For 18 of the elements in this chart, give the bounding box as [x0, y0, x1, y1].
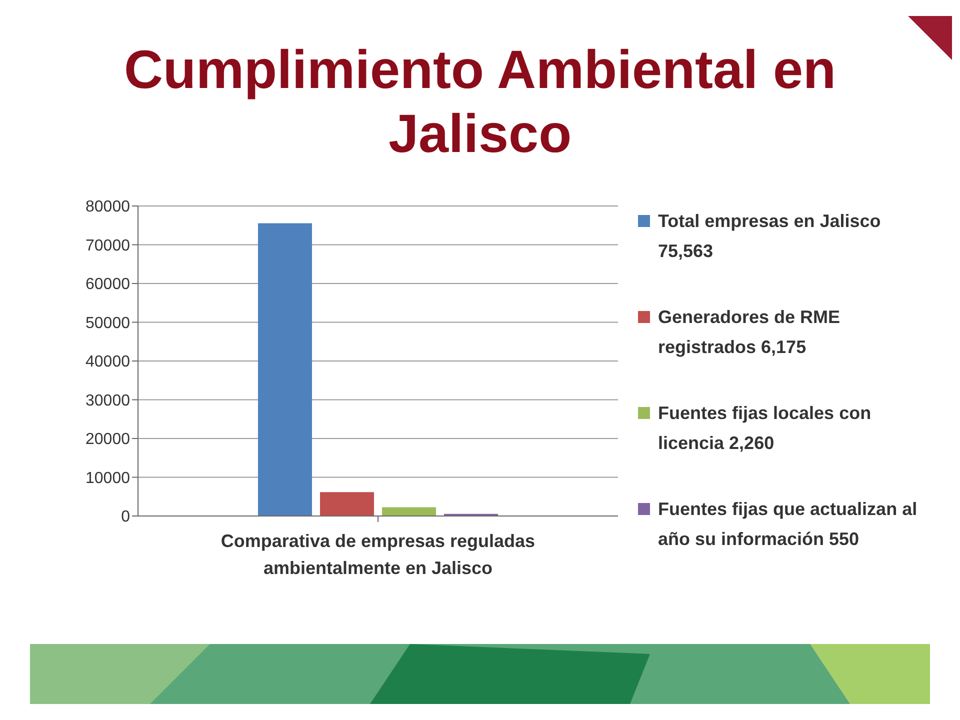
chart-title: Cumplimiento Ambiental en Jalisco	[122, 39, 838, 166]
y-tick-label: 30000	[86, 392, 130, 410]
legend-label: Total empresas en Jalisco 75,563	[658, 210, 882, 263]
y-tick-label: 40000	[86, 354, 130, 371]
bar	[320, 492, 374, 516]
legend-label: Fuentes fijas que actualizan al año su información 550	[658, 498, 918, 551]
x-tick-label: Comparativa de empresas reguladas ambientalmente en Jalisco	[220, 530, 536, 578]
bar	[258, 223, 312, 516]
legend-label: Fuentes fijas locales con licencia 2,260	[658, 402, 872, 455]
y-tick-label: 80000	[86, 198, 130, 216]
y-tick-label: 50000	[86, 314, 130, 332]
bar	[382, 507, 436, 516]
y-tick-label: 70000	[86, 237, 130, 254]
y-tick-label: 60000	[86, 276, 130, 294]
legend-label: Generadores de RME registrados 6,175	[658, 306, 842, 359]
y-tick-label: 0	[121, 508, 130, 526]
y-tick-label: 20000	[86, 431, 130, 448]
y-tick-label: 10000	[86, 470, 130, 487]
